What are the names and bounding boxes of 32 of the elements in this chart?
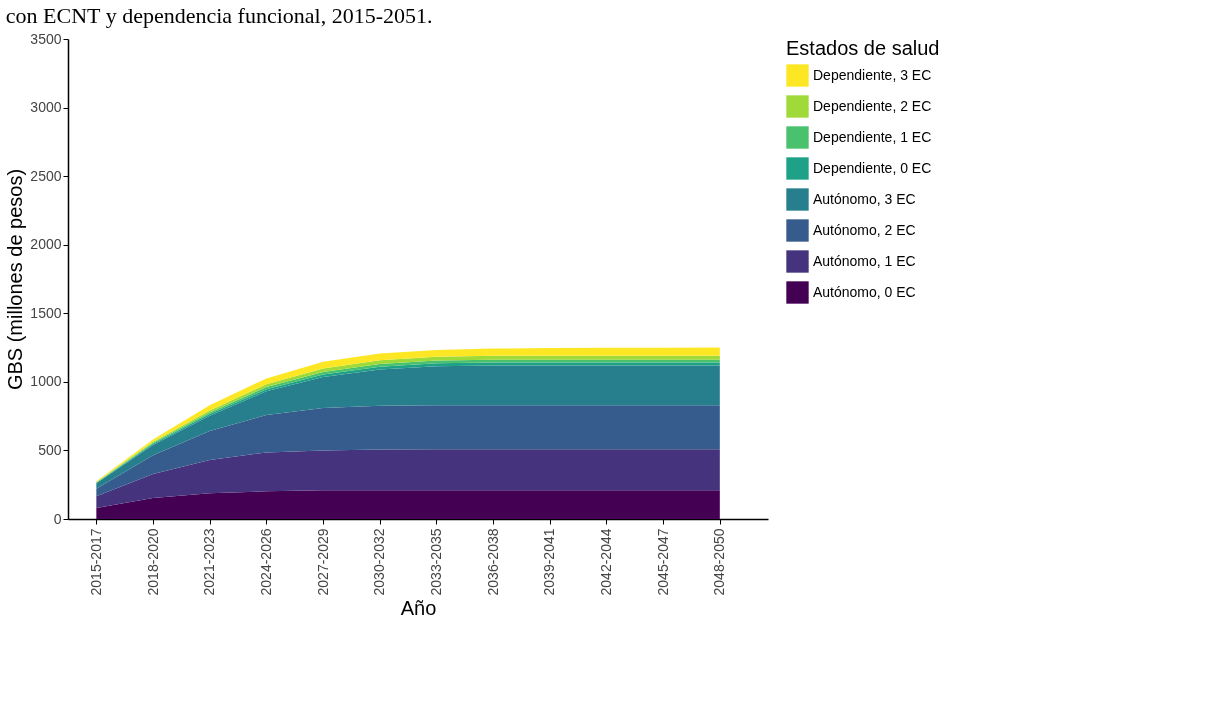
legend-label: Dependiente, 2 EC (813, 97, 932, 114)
x-tick-label: 2042-2044 (597, 528, 614, 596)
legend-label: Dependiente, 0 EC (813, 159, 932, 176)
x-tick-label: 2027-2029 (314, 528, 331, 596)
y-tick-label: 3500 (30, 30, 62, 47)
x-axis-title: Año (400, 597, 437, 620)
x-tick-label: 2018-2020 (144, 528, 161, 596)
y-tick-label: 3000 (30, 99, 62, 116)
x-tick-label: 2039-2041 (541, 528, 558, 596)
legend-label: Autónomo, 0 EC (813, 283, 916, 300)
y-tick-label: 2000 (30, 236, 62, 253)
x-tick-label: 2048-2050 (711, 528, 728, 596)
x-tick-label: 2045-2047 (654, 528, 671, 596)
y-tick-label: 0 (53, 510, 62, 527)
y-tick-label: 500 (38, 441, 62, 458)
y-tick-label: 1000 (30, 373, 62, 390)
legend-label: Autónomo, 2 EC (813, 221, 916, 238)
y-tick-label: 1500 (30, 304, 62, 321)
legend-label: Dependiente, 1 EC (813, 128, 932, 145)
x-tick-label: 2024-2026 (257, 528, 274, 596)
legend-label: Autónomo, 1 EC (813, 252, 916, 269)
x-tick-label: 2030-2032 (371, 528, 388, 596)
legend-title: Estados de salud (786, 37, 940, 59)
legend-label: Autónomo, 3 EC (813, 190, 916, 207)
x-tick-label: 2015-2017 (87, 528, 104, 596)
legend-label: Dependiente, 3 EC (813, 66, 932, 83)
y-tick-label: 2500 (30, 167, 62, 184)
chart-title: con ECNT y dependencia funcional, 2015-2051. (5, 3, 433, 28)
x-tick-label: 2021-2023 (201, 528, 218, 596)
x-tick-label: 2036-2038 (484, 528, 501, 596)
y-axis-title: GBS (millones de pesos) (4, 168, 27, 391)
x-tick-label: 2033-2035 (427, 528, 444, 596)
